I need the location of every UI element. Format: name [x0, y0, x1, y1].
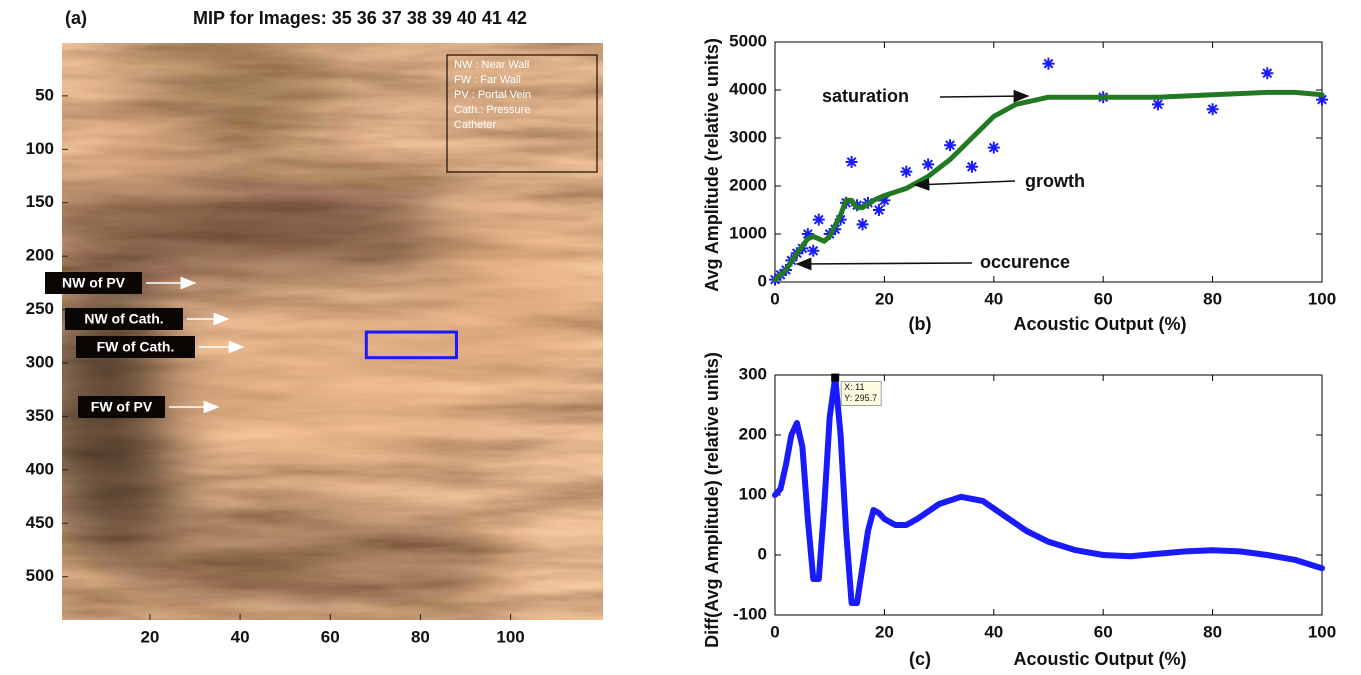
scatter-point	[845, 156, 858, 168]
annotation: occurence	[980, 252, 1070, 272]
y-tick-label: 300	[739, 364, 767, 383]
scatter-point	[1261, 67, 1274, 80]
scatter-point	[922, 158, 935, 171]
annotation: FW of Cath.	[97, 339, 175, 355]
x-tick-label: 100	[496, 627, 524, 646]
y-axis-label: Diff(Avg Amplitude) (relative units)	[702, 352, 722, 648]
annotation-arrow	[939, 89, 1030, 103]
y-tick-label: 1000	[729, 223, 767, 242]
y-tick-label: 0	[758, 271, 767, 290]
y-tick-label: 400	[26, 459, 54, 478]
x-tick-label: 100	[1308, 622, 1336, 641]
annotation-bg	[78, 396, 165, 418]
ultrasound-image	[62, 43, 603, 620]
y-tick-label: 200	[26, 246, 54, 265]
scatter-point	[987, 141, 1000, 154]
annotation: saturation	[822, 86, 909, 106]
annotation-bg	[45, 272, 142, 294]
y-tick-label: -100	[733, 604, 767, 623]
x-tick-label: 100	[1308, 289, 1336, 308]
axes-box	[774, 374, 1323, 616]
panel-label: (b)	[909, 314, 932, 334]
scatter-point	[1316, 93, 1328, 106]
legend-text: PV : Portal Vein	[454, 89, 531, 101]
x-tick-label: 80	[1203, 289, 1222, 308]
y-tick-label: 5000	[729, 31, 767, 50]
datatip-marker	[831, 373, 840, 382]
annotation: NW of Cath.	[84, 311, 163, 327]
scatter-point	[878, 194, 891, 207]
y-tick-label: 3000	[729, 127, 767, 146]
x-tick-label: 60	[321, 627, 340, 646]
scatter-point	[1206, 103, 1219, 116]
y-tick-label: 100	[739, 484, 767, 503]
y-tick-label: 350	[26, 406, 54, 425]
legend-text: Catheter	[454, 119, 497, 131]
axes-box	[774, 41, 1323, 283]
scatter-point	[807, 244, 820, 257]
x-tick-label: 60	[1094, 289, 1113, 308]
data-line	[772, 374, 1325, 606]
scatter-point	[812, 213, 825, 226]
x-tick-label: 40	[231, 627, 250, 646]
roi-box	[364, 330, 458, 360]
x-tick-label: 20	[875, 289, 894, 308]
datatip-label: X: 11	[844, 382, 864, 392]
scatter-point	[801, 228, 814, 240]
scatter-point	[965, 160, 978, 173]
scatter-point	[872, 204, 885, 216]
x-tick-label: 0	[770, 622, 779, 641]
x-axis-label: Acoustic Output (%)	[1014, 649, 1187, 669]
y-tick-label: 500	[26, 566, 54, 585]
annotation: growth	[1025, 171, 1085, 191]
annotation-arrow	[913, 178, 1016, 191]
legend-text: Cath.: Pressure	[454, 104, 530, 116]
x-tick-label: 80	[1203, 622, 1222, 641]
y-tick-label: 150	[26, 192, 54, 211]
x-tick-label: 40	[984, 289, 1003, 308]
panel-label: (a)	[65, 8, 87, 28]
panel-label: (c)	[909, 649, 931, 669]
x-tick-label: 20	[875, 622, 894, 641]
y-tick-label: 450	[26, 513, 54, 532]
legend-text: FW : Far Wall	[454, 74, 521, 86]
annotation: FW of PV	[91, 399, 153, 415]
x-axis-label: Acoustic Output (%)	[1014, 314, 1187, 334]
y-tick-label: 4000	[729, 79, 767, 98]
x-tick-label: 60	[1094, 622, 1113, 641]
y-tick-label: 250	[26, 299, 54, 318]
y-tick-label: 300	[26, 353, 54, 372]
chart-title: MIP for Images: 35 36 37 38 39 40 41 42	[193, 8, 527, 28]
x-tick-label: 80	[411, 627, 430, 646]
annotation-bg	[76, 336, 195, 358]
annotation-arrow	[795, 257, 973, 271]
scatter-point	[856, 218, 869, 231]
annotation: NW of PV	[62, 275, 126, 291]
datatip-label: Y: 295.7	[844, 393, 877, 403]
y-axis-label: Avg Amplitude (relative units)	[702, 38, 722, 292]
legend-box	[446, 54, 598, 173]
x-tick-label: 40	[984, 622, 1003, 641]
y-tick-label: 200	[739, 424, 767, 443]
y-tick-label: 50	[35, 85, 54, 104]
datatip-box	[840, 381, 882, 406]
x-tick-label: 20	[140, 627, 159, 646]
y-tick-label: 100	[26, 139, 54, 158]
y-tick-label: 0	[758, 544, 767, 563]
scatter-point	[1042, 57, 1055, 70]
fit-line	[772, 89, 1325, 283]
y-tick-label: 2000	[729, 175, 767, 194]
x-tick-label: 0	[770, 289, 779, 308]
scatter-point	[1151, 98, 1164, 111]
scatter-point	[944, 139, 957, 152]
annotation-bg	[65, 308, 183, 330]
legend-text: NW : Near Wall	[454, 59, 529, 71]
scatter-point	[900, 165, 913, 178]
